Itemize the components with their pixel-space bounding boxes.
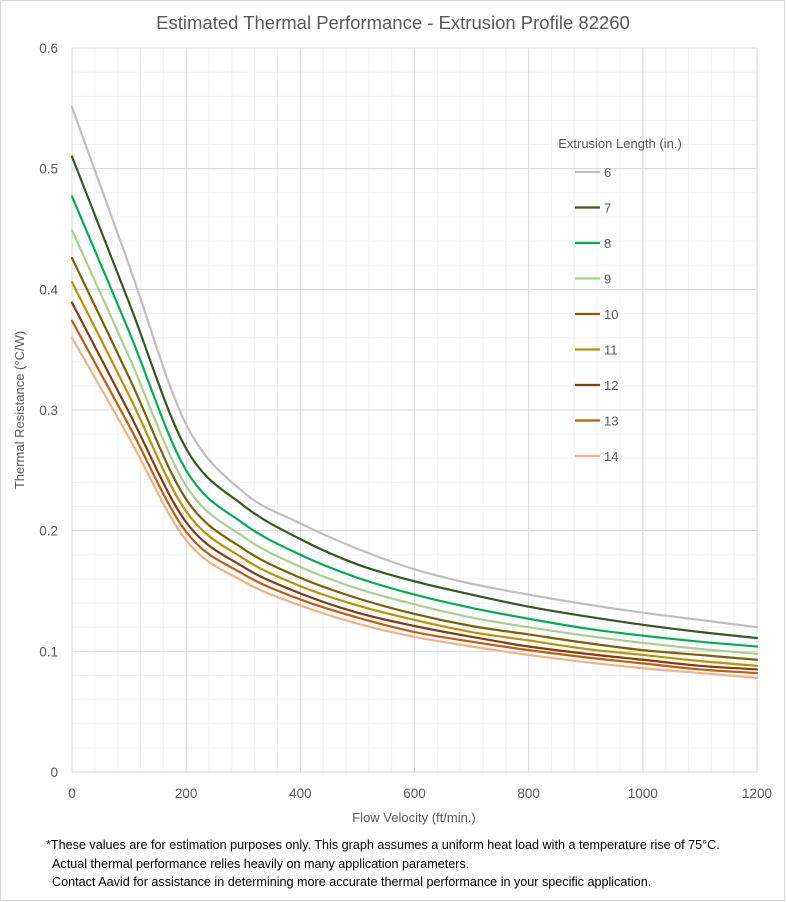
series-line-13: [70, 319, 759, 675]
series-line-11: [70, 280, 759, 667]
x-tick-labels: 0 200 400 600 800 1000 1200: [68, 786, 772, 801]
series-line-14: [70, 336, 759, 679]
series-line-10: [70, 256, 759, 661]
series-line-9: [70, 229, 759, 655]
series-lines: [70, 106, 759, 679]
series-line-8: [70, 195, 759, 648]
x-tick-label: 200: [175, 786, 198, 801]
y-tick-labels: 0 0.1 0.2 0.3 0.4 0.5 0.6: [39, 41, 58, 780]
x-tick-label: 0: [68, 786, 76, 801]
x-tick-label: 800: [517, 786, 540, 801]
legend-label-12: 12: [604, 378, 618, 393]
legend-title: Extrusion Length (in.): [558, 136, 682, 151]
y-tick-label: 0.6: [39, 41, 58, 56]
y-tick-label: 0.4: [39, 282, 58, 297]
legend-label-11: 11: [604, 343, 618, 358]
footnote-line-2: Actual thermal performance relies heavil…: [52, 856, 470, 871]
x-tick-label: 600: [403, 786, 426, 801]
legend-label-13: 13: [604, 414, 618, 429]
footnote-line-1: *These values are for estimation purpose…: [46, 838, 720, 852]
x-axis-title: Flow Velocity (ft/min.): [352, 810, 476, 825]
legend-label-14: 14: [604, 449, 618, 464]
series-line-12: [70, 301, 759, 671]
chart: 0 200 400 600 800 1000 1200 0 0.1 0.2 0.3 0.4 0.5 0.…: [12, 12, 772, 825]
series-line-7: [70, 155, 759, 640]
legend-label-6: 6: [604, 165, 611, 180]
x-tick-label: 1000: [628, 786, 658, 801]
y-tick-label: 0.5: [39, 162, 58, 177]
major-gridlines: [71, 47, 758, 773]
footnote: *These values are for estimation purpose…: [46, 836, 720, 892]
legend-label-7: 7: [604, 201, 611, 216]
footnote-line-3: Contact Aavid for assistance in determin…: [52, 875, 652, 889]
y-tick-label: 0.2: [39, 524, 58, 539]
legend-label-8: 8: [604, 236, 611, 251]
legend-label-10: 10: [604, 307, 618, 322]
x-tick-label: 1200: [742, 786, 772, 801]
x-tick-label: 400: [289, 786, 312, 801]
legend-label-9: 9: [604, 272, 611, 287]
y-axis-title: Thermal Resistance (°C/W): [12, 331, 27, 489]
chart-title: Estimated Thermal Performance - Extrusio…: [156, 12, 630, 33]
y-tick-label: 0: [50, 765, 58, 780]
y-tick-label: 0.1: [39, 644, 58, 659]
y-tick-label: 0.3: [39, 403, 58, 418]
series-line-6: [70, 106, 759, 629]
legend: Extrusion Length (in.) 6 7 8 9 10 11 12 13 14: [558, 136, 682, 464]
